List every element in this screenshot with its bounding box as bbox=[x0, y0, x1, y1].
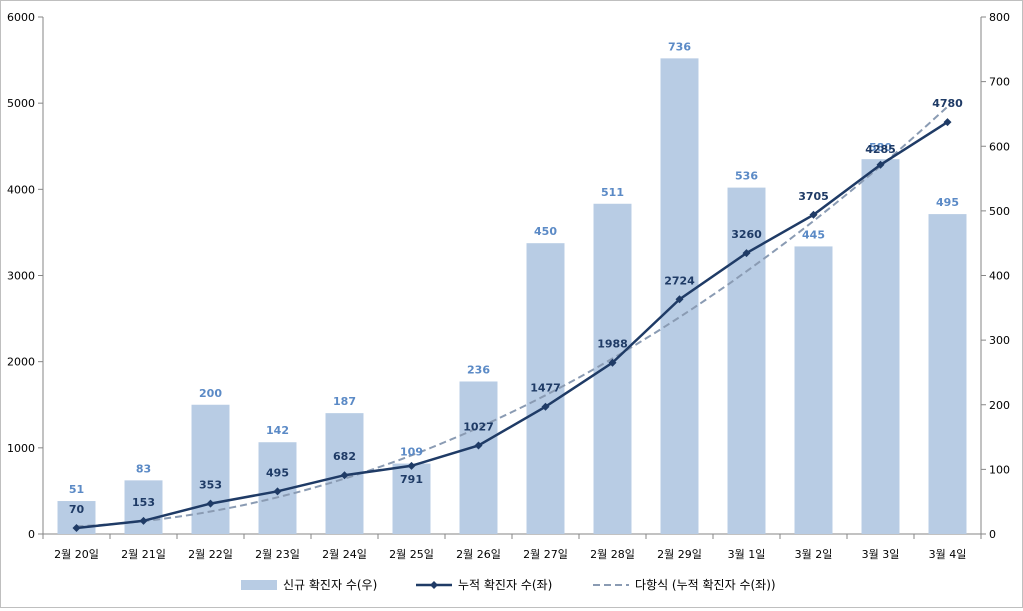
y-right-tick-label: 800 bbox=[989, 11, 1010, 24]
bar-new-cases bbox=[459, 381, 498, 534]
bar-new-cases bbox=[794, 246, 833, 534]
legend-label-bars: 신규 확진자 수(우) bbox=[283, 578, 377, 592]
bar-new-cases bbox=[526, 243, 565, 534]
y-right-tick-label: 400 bbox=[989, 270, 1010, 283]
bar-value-label: 187 bbox=[333, 395, 356, 408]
x-tick-label: 2월 25일 bbox=[389, 547, 434, 561]
line-value-label: 3705 bbox=[798, 190, 829, 203]
x-tick-label: 2월 26일 bbox=[456, 547, 501, 561]
y-right-tick-label: 600 bbox=[989, 140, 1010, 153]
y-right-tick-label: 700 bbox=[989, 76, 1010, 89]
bar-value-label: 51 bbox=[69, 483, 84, 496]
bar-new-cases bbox=[928, 214, 967, 534]
x-tick-label: 2월 24일 bbox=[322, 547, 367, 561]
y-right-tick-label: 500 bbox=[989, 205, 1010, 218]
x-tick-label: 2월 22일 bbox=[188, 547, 233, 561]
y-left-tick-label: 5000 bbox=[7, 97, 35, 110]
y-left-tick-label: 0 bbox=[28, 528, 35, 541]
bar-value-label: 580 bbox=[869, 141, 892, 154]
axes: 0 1000 2000 3000 4000 5000 6000 0 100 200 300 400 50… bbox=[7, 11, 1010, 561]
cumulative-marker bbox=[474, 441, 483, 450]
y-left-tick-label: 4000 bbox=[7, 183, 35, 196]
legend: 신규 확진자 수(우) 누적 확진자 수(좌) 다항식 (누적 확진자 수(좌)) bbox=[241, 578, 776, 592]
bar-value-label: 109 bbox=[400, 446, 423, 459]
y-right-tick-label: 0 bbox=[989, 528, 996, 541]
line-value-label: 353 bbox=[199, 479, 222, 492]
x-tick-label: 2월 29일 bbox=[657, 547, 702, 561]
line-value-label: 4285 bbox=[865, 143, 896, 156]
cumulative-marker bbox=[273, 487, 282, 496]
bar-value-label: 736 bbox=[668, 40, 691, 53]
cumulative-marker bbox=[139, 516, 148, 525]
bar-new-cases bbox=[593, 203, 632, 535]
trendline-path bbox=[76, 105, 949, 528]
bar-new-cases bbox=[124, 480, 163, 534]
y-right-tick-label: 100 bbox=[989, 463, 1010, 476]
y-left-tick-label: 3000 bbox=[7, 270, 35, 283]
legend-label-line: 누적 확진자 수(좌) bbox=[458, 578, 552, 592]
line-value-label: 1027 bbox=[463, 421, 494, 434]
cumulative-marker bbox=[876, 160, 885, 169]
line-value-label: 70 bbox=[69, 503, 85, 516]
line-value-label: 682 bbox=[333, 450, 356, 463]
line-value-label: 495 bbox=[266, 466, 289, 479]
bar-value-label: 495 bbox=[936, 196, 959, 209]
x-tick-label: 3월 3일 bbox=[862, 547, 900, 561]
x-tick-label: 3월 1일 bbox=[728, 547, 766, 561]
cumulative-marker bbox=[340, 471, 349, 480]
x-tick-label: 2월 28일 bbox=[590, 547, 635, 561]
x-tick-label: 2월 20일 bbox=[54, 547, 99, 561]
bar-value-label: 536 bbox=[735, 170, 758, 183]
y-right-tick-label: 300 bbox=[989, 334, 1010, 347]
x-tick-label: 3월 2일 bbox=[795, 547, 833, 561]
line-value-label: 153 bbox=[132, 496, 155, 509]
cumulative-series-line bbox=[76, 121, 949, 530]
line-value-label: 3260 bbox=[731, 228, 762, 241]
cumulative-marker bbox=[72, 523, 81, 532]
legend-marker-line bbox=[430, 581, 438, 589]
bar-value-label: 142 bbox=[266, 424, 289, 437]
bar-value-label: 236 bbox=[467, 363, 490, 376]
x-tick-label: 2월 21일 bbox=[121, 547, 166, 561]
cumulative-line bbox=[72, 118, 952, 532]
cumulative-marker bbox=[809, 210, 818, 219]
line-value-label: 2724 bbox=[664, 274, 695, 287]
bar-value-label: 200 bbox=[199, 387, 222, 400]
cumulative-marker bbox=[206, 499, 215, 508]
bar-value-label: 450 bbox=[534, 225, 557, 238]
y-left-tick-label: 1000 bbox=[7, 442, 35, 455]
y-right-tick-label: 200 bbox=[989, 399, 1010, 412]
line-value-label: 791 bbox=[400, 473, 423, 486]
trendline bbox=[76, 105, 949, 528]
cumulative-marker bbox=[675, 295, 684, 304]
bar-new-cases bbox=[861, 159, 900, 535]
bar-new-cases bbox=[392, 463, 431, 534]
cumulative-marker bbox=[407, 461, 416, 470]
line-value-label: 4780 bbox=[932, 97, 963, 110]
x-tick-label: 2월 27일 bbox=[523, 547, 568, 561]
bars bbox=[57, 58, 967, 535]
x-tick-label: 3월 4일 bbox=[929, 547, 967, 561]
bar-value-label: 445 bbox=[802, 228, 825, 241]
legend-swatch-bars bbox=[241, 580, 277, 590]
x-tick-label: 2월 23일 bbox=[255, 547, 300, 561]
cumulative-marker bbox=[943, 118, 952, 127]
y-left-tick-label: 6000 bbox=[7, 11, 35, 24]
data-labels: 51 83 200 142 187 109 236 450 511 736 536 445 580 495… bbox=[69, 40, 963, 516]
bar-value-label: 511 bbox=[601, 186, 624, 199]
bar-value-label: 83 bbox=[136, 462, 151, 475]
cumulative-marker bbox=[541, 402, 550, 411]
legend-label-trend: 다항식 (누적 확진자 수(좌)) bbox=[635, 578, 776, 592]
line-value-label: 1988 bbox=[597, 338, 628, 351]
cumulative-marker bbox=[608, 358, 617, 367]
cumulative-marker bbox=[742, 249, 751, 258]
line-value-label: 1477 bbox=[530, 382, 561, 395]
y-left-tick-label: 2000 bbox=[7, 356, 35, 369]
